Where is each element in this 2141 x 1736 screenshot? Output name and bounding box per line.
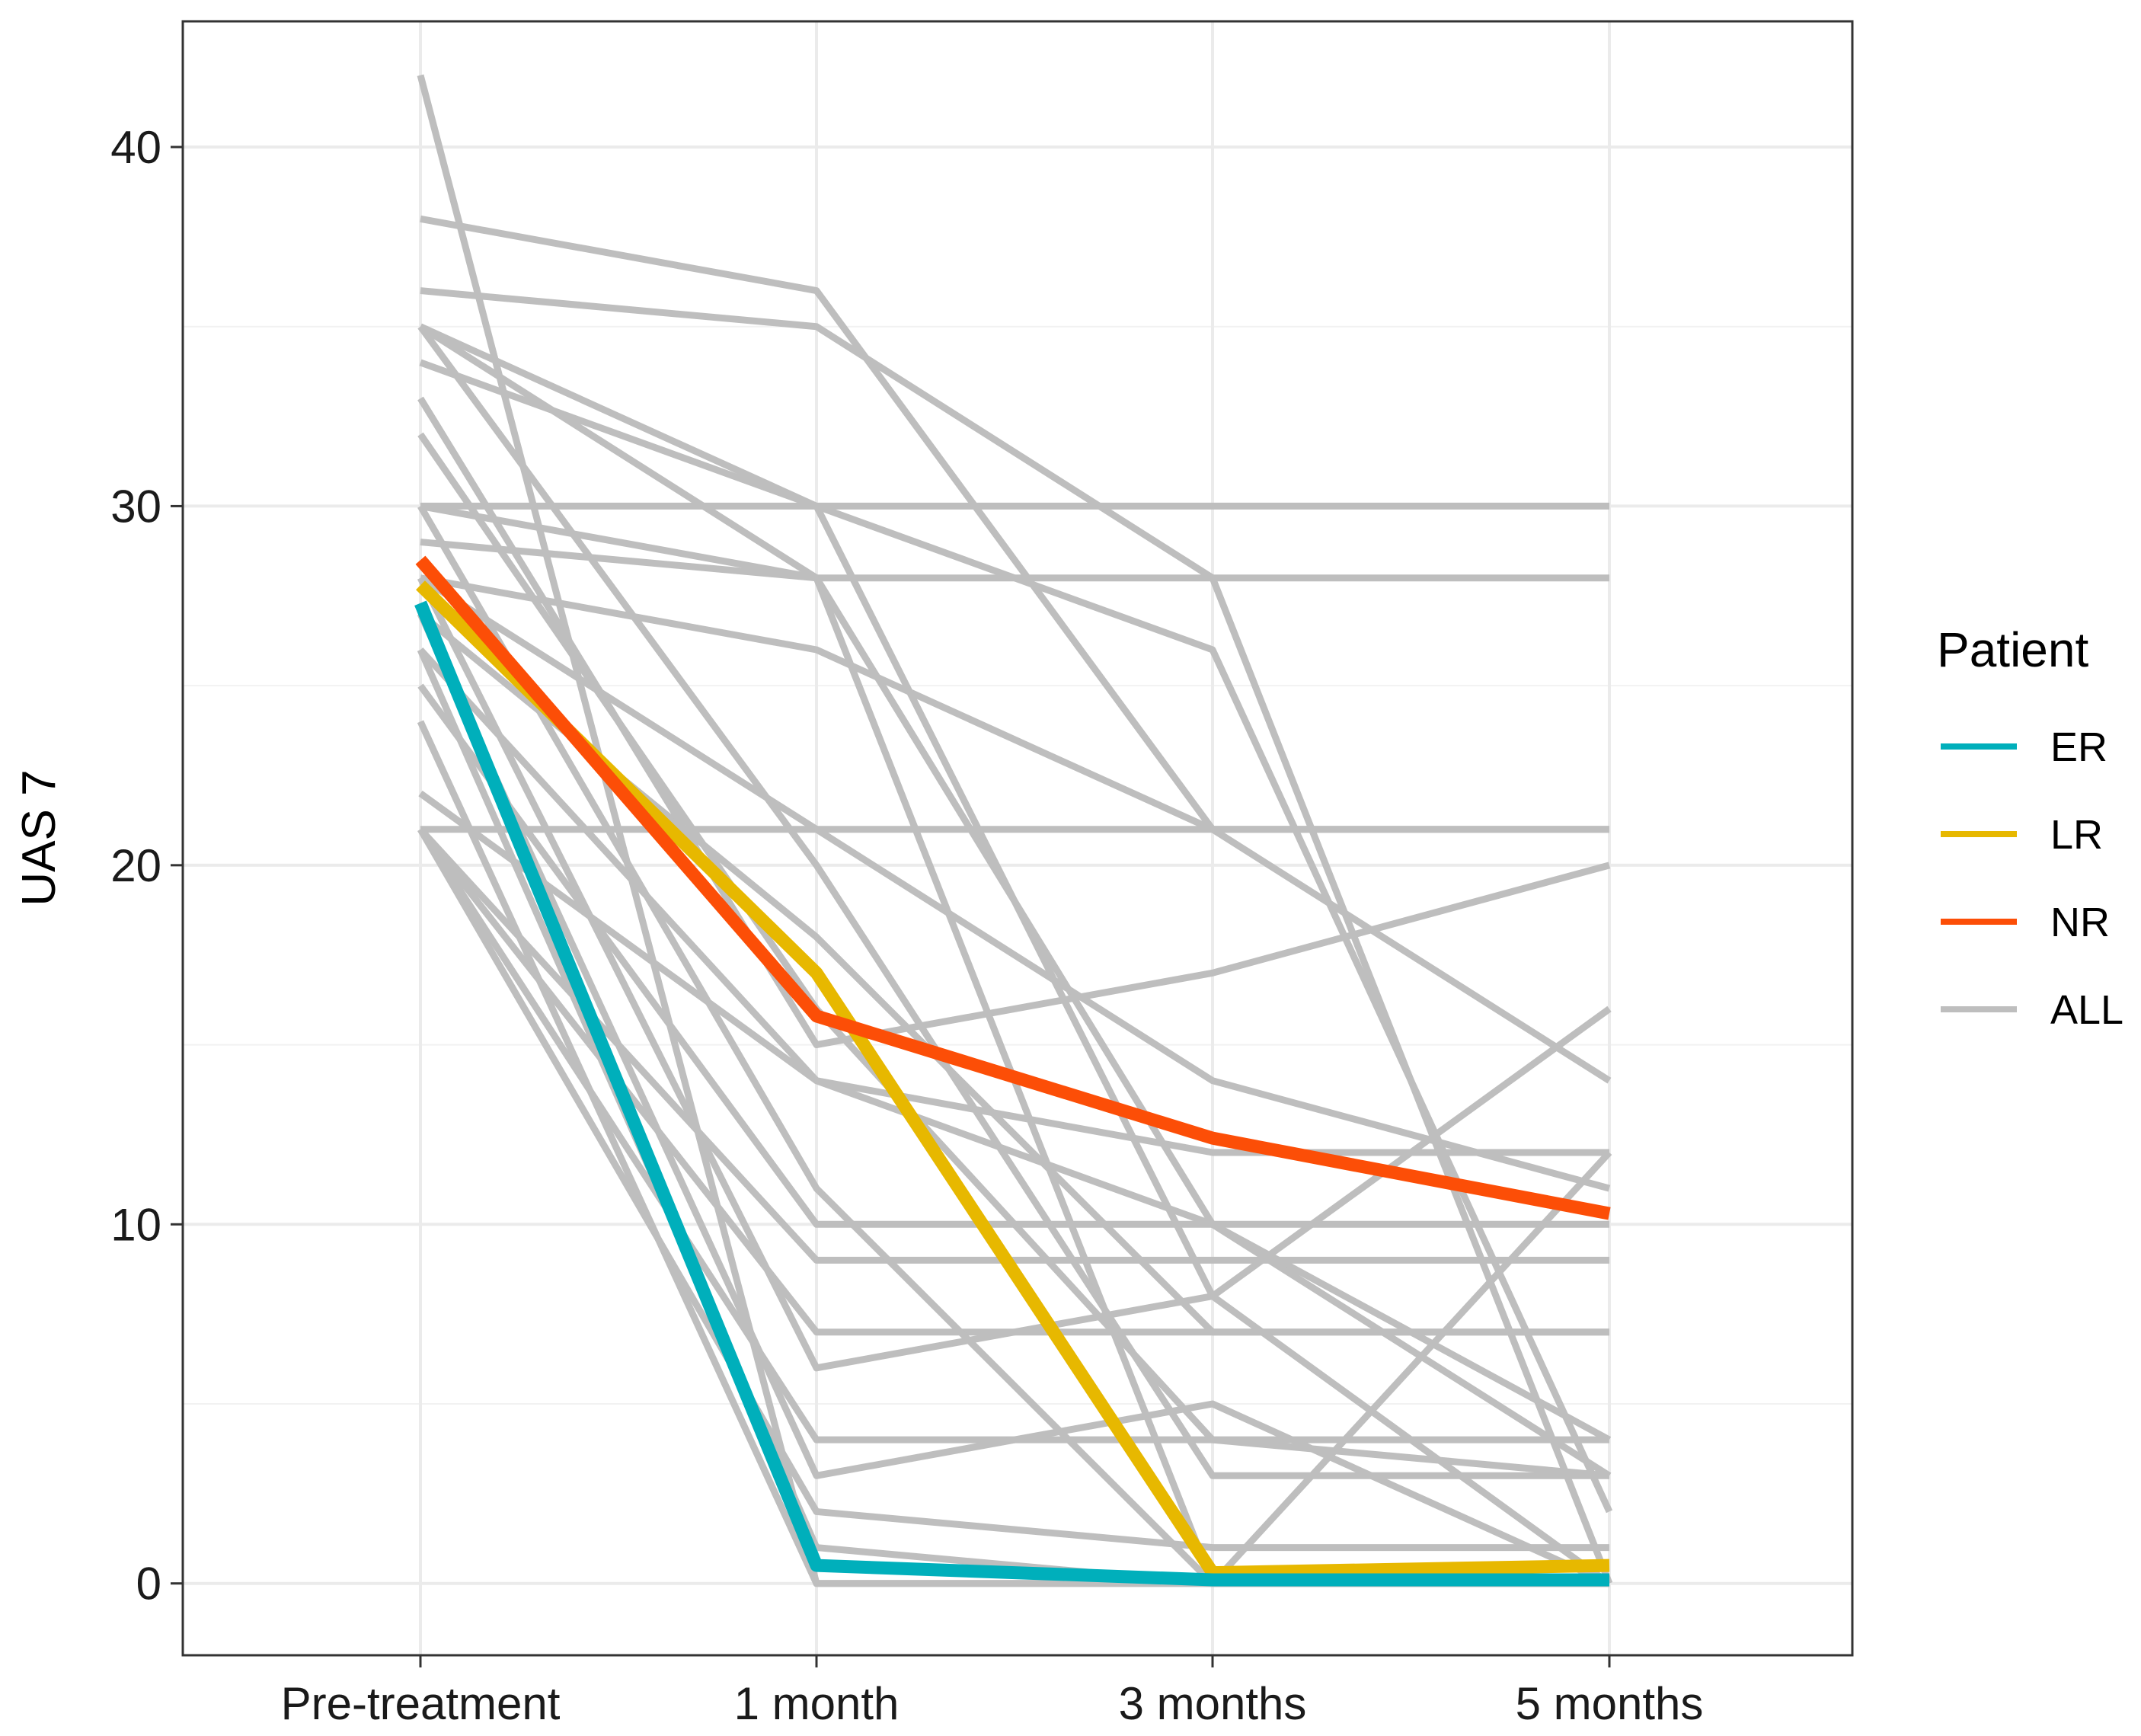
patient-line [420, 503, 1609, 582]
y-tick-label: 10 [110, 1199, 161, 1250]
x-tick-label: 5 months [1516, 1678, 1704, 1729]
x-tick-label: 1 month [734, 1678, 900, 1729]
plot-panel-border [181, 20, 1854, 1657]
patient-line [418, 574, 1611, 1192]
patient-line [417, 683, 1609, 1228]
y-tick-label: 30 [110, 481, 161, 532]
patient-line [417, 325, 1609, 1479]
patient-line [420, 215, 1612, 1084]
legend-label-all: ALL [2050, 987, 2123, 1033]
group-mean-lines [414, 555, 1611, 1587]
patient-line [417, 612, 1611, 1587]
y-axis: 0 10 20 30 40 [110, 122, 183, 1610]
series-line-er [414, 600, 1609, 1587]
y-tick-label: 20 [110, 840, 161, 891]
patient-line [417, 827, 1609, 1552]
legend-label-nr: NR [2050, 900, 2110, 945]
patient-line [417, 396, 1611, 1049]
y-tick-label: 40 [110, 122, 161, 173]
patient-line [417, 576, 1612, 1372]
y-axis-title: UAS 7 [13, 769, 66, 906]
series-line-nr [415, 555, 1611, 1220]
x-tick-label: 3 months [1119, 1678, 1307, 1729]
patient-line [418, 790, 1612, 1479]
x-tick-label: Pre-treatment [281, 1678, 561, 1729]
legend-label-er: ER [2050, 724, 2107, 770]
legend-label-lr: LR [2050, 812, 2103, 858]
y-tick-label: 0 [136, 1559, 161, 1610]
legend: Patient ER LR NR ALL [1937, 622, 2123, 1033]
legend-title: Patient [1937, 622, 2088, 677]
x-axis: Pre-treatment 1 month 3 months 5 months [281, 1655, 1704, 1729]
